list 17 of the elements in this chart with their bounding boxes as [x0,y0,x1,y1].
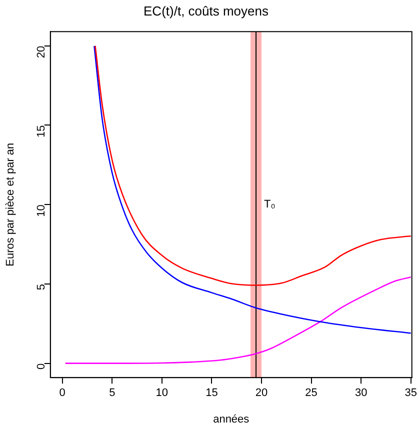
x-tick-label: 30 [354,387,368,400]
x-tick-label: 20 [255,387,268,400]
y-axis-title: Euros par pièce et par an [4,142,17,266]
x-tick-label: 10 [156,387,168,400]
x-tick-label: 25 [305,387,318,400]
y-tick-label: 0 [35,363,48,370]
y-tick-label: 15 [35,125,48,138]
ref-line-label: T₀ [264,198,276,211]
x-tick-label: 15 [206,387,218,400]
y-tick-label: 20 [35,46,48,58]
y-tick-label: 10 [35,204,48,217]
x-tick-label: 35 [404,387,417,400]
x-axis-title: années [213,413,250,426]
y-tick-label: 5 [35,284,48,290]
x-tick-label: 5 [109,387,116,400]
x-tick-label: 0 [59,387,66,400]
chart-title: EC(t)/t, coûts moyens [144,3,269,18]
